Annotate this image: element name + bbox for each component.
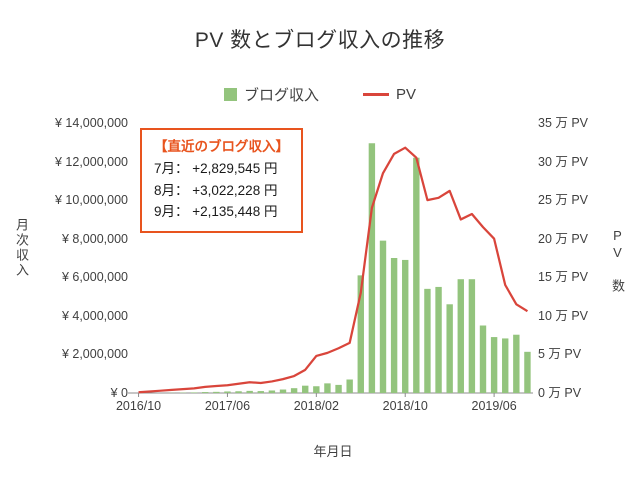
income-bar <box>357 275 364 393</box>
income-bar <box>346 379 353 393</box>
income-bar <box>279 389 287 393</box>
income-bar <box>446 304 453 393</box>
x-axis-tick-label: 2019/06 <box>471 399 517 413</box>
right-axis-tick-label: 0 万 PV <box>538 386 582 400</box>
pv-line <box>138 146 529 394</box>
income-bar <box>202 392 209 393</box>
right-axis-tick-label: 20 万 PV <box>538 231 589 246</box>
legend-bar-swatch <box>223 88 237 101</box>
right-axis-title: PV 数 <box>610 228 625 294</box>
left-axis-tick-label: ¥ 14,000,000 <box>55 116 128 130</box>
left-axis-tick-label: ¥ 10,000,000 <box>55 193 128 208</box>
legend-item: ブログ収入 <box>223 84 319 105</box>
income-bar <box>479 325 487 393</box>
x-axis-tick-label: 2018/10 <box>382 399 428 413</box>
annotation-items: 7月： +2,829,545 円 8月： +3,022,228 円 9月： +2,1… <box>154 158 289 223</box>
annotation-item: 9月： +2,135,448 円 <box>154 204 278 220</box>
income-bar <box>268 390 276 393</box>
income-bar <box>335 384 342 393</box>
left-axis-title: 月次収入 <box>14 218 29 278</box>
left-axis-tick-label: ¥ 12,000,000 <box>55 154 128 169</box>
left-axis-tick-label: ¥ 4,000,000 <box>61 308 128 323</box>
left-axis-tick-label: ¥ 6,000,000 <box>61 270 128 285</box>
legend: ブログ収入 PV <box>0 84 640 105</box>
income-bar <box>402 259 409 393</box>
income-bar <box>502 338 509 393</box>
income-bar <box>468 279 476 393</box>
left-axis-tick-label: ¥ 8,000,000 <box>61 231 128 246</box>
income-bar <box>379 240 387 393</box>
legend-label: PV <box>396 86 417 103</box>
right-axis-tick-label: 25 万 PV <box>538 193 589 208</box>
income-bar <box>224 391 231 393</box>
income-bar <box>524 351 531 393</box>
chart-title: PV 数とブログ収入の推移 <box>194 29 446 52</box>
left-axis-tick-label: ¥ 0 <box>110 386 128 400</box>
left-axis-tick-label: ¥ 2,000,000 <box>61 347 128 362</box>
income-bar <box>324 383 331 393</box>
income-bar <box>235 391 242 393</box>
right-axis-tick-label: 5 万 PV <box>538 347 582 362</box>
income-bar <box>457 279 464 393</box>
legend-item: PV <box>363 86 416 103</box>
annotation-item: 8月： +3,022,228 円 <box>154 182 278 198</box>
x-axis-title: 年月日 <box>313 444 353 459</box>
x-axis-tick-label: 2016/10 <box>115 399 162 413</box>
income-bar <box>435 286 442 393</box>
income-bar <box>490 337 498 393</box>
income-bar <box>513 334 520 393</box>
legend-line-swatch <box>363 93 389 96</box>
legend-label: ブログ収入 <box>243 87 319 104</box>
right-axis-tick-label: 15 万 PV <box>538 270 589 285</box>
annotation-item: 7月： +2,829,545 円 <box>154 161 278 176</box>
income-bar <box>302 385 309 393</box>
income-bar <box>424 288 431 393</box>
income-bar <box>313 386 320 393</box>
right-axis-tick-label: 10 万 PV <box>538 308 589 323</box>
income-bar <box>290 388 298 393</box>
x-axis-tick-label: 2018/02 <box>293 399 339 413</box>
annotation-box: 【直近のブログ収入】 7月： +2,829,545 円 8月： +3,022,22… <box>140 128 303 233</box>
income-bar <box>257 391 264 393</box>
right-axis-tick-label: 30 万 PV <box>538 154 589 169</box>
right-axis-tick-label: 35 万 PV <box>538 116 589 130</box>
income-bar <box>368 143 376 393</box>
income-bar <box>246 390 253 393</box>
income-bar <box>413 157 420 393</box>
x-axis-tick-label: 2017/06 <box>204 399 251 413</box>
income-bar <box>213 391 220 393</box>
annotation-title: 【直近のブログ収入】 <box>154 139 289 154</box>
income-bar <box>390 258 398 393</box>
income-bar <box>190 392 198 393</box>
